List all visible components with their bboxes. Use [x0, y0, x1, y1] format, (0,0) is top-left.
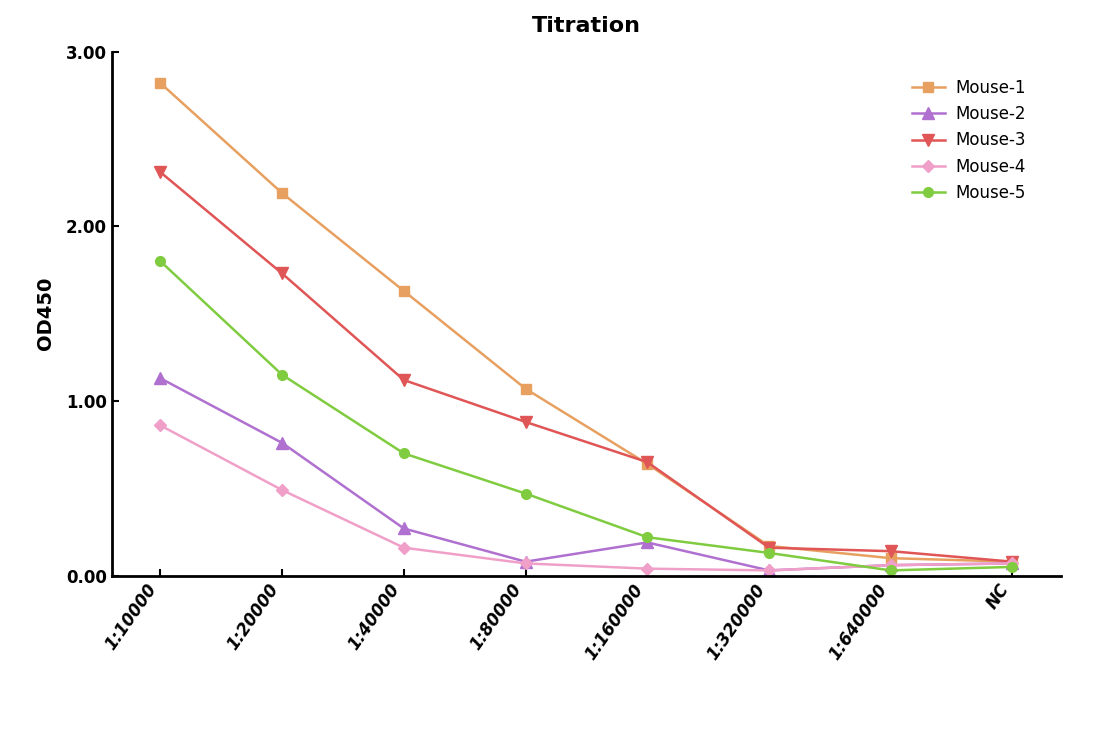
- Mouse-5: [1005, 562, 1019, 571]
- Mouse-4: [154, 421, 168, 430]
- Mouse-5: [276, 370, 289, 379]
- Mouse-5: [519, 489, 533, 498]
- Line: Mouse-2: Mouse-2: [155, 373, 1018, 576]
- Line: Mouse-4: Mouse-4: [156, 421, 1016, 575]
- Mouse-4: [398, 543, 411, 552]
- Mouse-1: [276, 189, 289, 198]
- Mouse-1: [762, 542, 775, 551]
- Mouse-3: [154, 168, 168, 176]
- Mouse-4: [884, 561, 897, 570]
- Mouse-2: [398, 524, 411, 533]
- Mouse-1: [1005, 557, 1019, 566]
- Mouse-2: [276, 438, 289, 447]
- Mouse-3: [640, 458, 653, 466]
- Mouse-5: [398, 449, 411, 458]
- Mouse-4: [276, 486, 289, 494]
- Mouse-3: [762, 543, 775, 552]
- Mouse-4: [762, 566, 775, 575]
- Mouse-3: [884, 547, 897, 556]
- Mouse-4: [640, 565, 653, 573]
- Mouse-2: [640, 538, 653, 547]
- Legend: Mouse-1, Mouse-2, Mouse-3, Mouse-4, Mouse-5: Mouse-1, Mouse-2, Mouse-3, Mouse-4, Mous…: [904, 70, 1034, 210]
- Mouse-1: [398, 286, 411, 295]
- Line: Mouse-1: Mouse-1: [155, 78, 1018, 567]
- Mouse-5: [154, 257, 168, 266]
- Line: Mouse-5: Mouse-5: [155, 256, 1018, 575]
- Mouse-2: [519, 557, 533, 566]
- Mouse-1: [519, 384, 533, 393]
- Mouse-3: [398, 376, 411, 384]
- Mouse-4: [519, 559, 533, 568]
- Mouse-3: [276, 269, 289, 278]
- Mouse-5: [640, 533, 653, 542]
- Mouse-2: [762, 566, 775, 575]
- Y-axis label: OD450: OD450: [36, 277, 55, 351]
- Mouse-2: [884, 561, 897, 570]
- Line: Mouse-3: Mouse-3: [155, 167, 1018, 568]
- Mouse-2: [1005, 559, 1019, 568]
- Mouse-3: [1005, 557, 1019, 566]
- Mouse-1: [884, 554, 897, 562]
- Mouse-5: [884, 566, 897, 575]
- Mouse-2: [154, 374, 168, 383]
- Mouse-1: [640, 460, 653, 469]
- Mouse-1: [154, 79, 168, 88]
- Mouse-3: [519, 418, 533, 427]
- Mouse-5: [762, 548, 775, 557]
- Title: Titration: Titration: [532, 16, 641, 36]
- Mouse-4: [1005, 559, 1019, 568]
